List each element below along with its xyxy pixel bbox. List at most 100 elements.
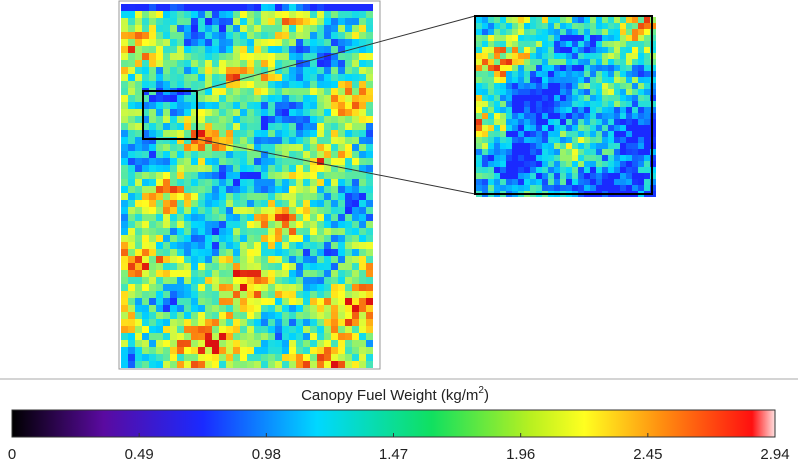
pixel bbox=[359, 207, 366, 214]
pixel bbox=[644, 83, 650, 89]
pixel bbox=[331, 235, 338, 242]
pixel bbox=[268, 305, 275, 312]
pixel bbox=[590, 77, 596, 83]
pixel bbox=[191, 284, 198, 291]
pixel bbox=[198, 270, 205, 277]
pixel bbox=[345, 193, 352, 200]
pixel bbox=[331, 4, 338, 11]
pixel bbox=[275, 88, 282, 95]
pixel bbox=[614, 47, 620, 53]
pixel bbox=[566, 155, 572, 161]
pixel bbox=[128, 46, 135, 53]
pixel bbox=[303, 116, 310, 123]
pixel bbox=[584, 29, 590, 35]
pixel bbox=[310, 179, 317, 186]
pixel bbox=[303, 319, 310, 326]
pixel bbox=[191, 130, 198, 137]
pixel bbox=[156, 109, 163, 116]
pixel bbox=[626, 125, 632, 131]
pixel bbox=[135, 116, 142, 123]
pixel bbox=[170, 81, 177, 88]
pixel bbox=[226, 25, 233, 32]
pixel bbox=[359, 18, 366, 25]
pixel bbox=[268, 158, 275, 165]
pixel bbox=[620, 71, 626, 77]
pixel bbox=[626, 35, 632, 41]
pixel bbox=[247, 81, 254, 88]
pixel bbox=[620, 35, 626, 41]
pixel bbox=[366, 361, 373, 368]
pixel bbox=[317, 347, 324, 354]
pixel bbox=[205, 102, 212, 109]
pixel bbox=[488, 107, 494, 113]
pixel bbox=[560, 107, 566, 113]
pixel bbox=[608, 173, 614, 179]
pixel bbox=[170, 298, 177, 305]
pixel bbox=[156, 116, 163, 123]
pixel bbox=[128, 319, 135, 326]
pixel bbox=[345, 291, 352, 298]
pixel bbox=[247, 144, 254, 151]
pixel bbox=[275, 200, 282, 207]
pixel bbox=[488, 35, 494, 41]
pixel bbox=[494, 179, 500, 185]
pixel bbox=[476, 119, 482, 125]
pixel bbox=[324, 88, 331, 95]
colorbar-title: Canopy Fuel Weight (kg/m2) bbox=[301, 385, 489, 404]
pixel bbox=[233, 291, 240, 298]
pixel bbox=[626, 167, 632, 173]
pixel bbox=[198, 137, 205, 144]
pixel bbox=[310, 249, 317, 256]
pixel bbox=[198, 200, 205, 207]
pixel bbox=[482, 155, 488, 161]
pixel bbox=[548, 41, 554, 47]
pixel bbox=[310, 312, 317, 319]
pixel bbox=[149, 193, 156, 200]
pixel bbox=[366, 144, 373, 151]
pixel bbox=[566, 65, 572, 71]
pixel bbox=[135, 207, 142, 214]
pixel bbox=[488, 161, 494, 167]
pixel bbox=[289, 137, 296, 144]
pixel bbox=[233, 228, 240, 235]
pixel bbox=[121, 284, 128, 291]
pixel bbox=[506, 149, 512, 155]
pixel bbox=[163, 235, 170, 242]
pixel bbox=[205, 200, 212, 207]
pixel bbox=[177, 39, 184, 46]
pixel bbox=[644, 149, 650, 155]
pixel bbox=[482, 173, 488, 179]
pixel bbox=[275, 4, 282, 11]
pixel bbox=[518, 35, 524, 41]
pixel bbox=[289, 88, 296, 95]
pixel bbox=[366, 221, 373, 228]
pixel bbox=[212, 333, 219, 340]
pixel bbox=[536, 185, 542, 191]
pixel bbox=[638, 65, 644, 71]
pixel bbox=[282, 39, 289, 46]
pixel bbox=[608, 179, 614, 185]
pixel bbox=[366, 18, 373, 25]
pixel bbox=[233, 137, 240, 144]
pixel bbox=[128, 298, 135, 305]
pixel bbox=[142, 361, 149, 368]
pixel bbox=[554, 29, 560, 35]
pixel bbox=[331, 319, 338, 326]
pixel bbox=[345, 214, 352, 221]
pixel bbox=[331, 123, 338, 130]
pixel bbox=[620, 53, 626, 59]
pixel bbox=[560, 161, 566, 167]
pixel bbox=[149, 263, 156, 270]
pixel bbox=[524, 185, 530, 191]
pixel bbox=[282, 46, 289, 53]
pixel bbox=[268, 88, 275, 95]
pixel bbox=[205, 263, 212, 270]
pixel bbox=[317, 74, 324, 81]
pixel bbox=[488, 71, 494, 77]
pixel bbox=[578, 77, 584, 83]
pixel bbox=[303, 88, 310, 95]
pixel bbox=[345, 137, 352, 144]
pixel bbox=[317, 130, 324, 137]
pixel bbox=[359, 11, 366, 18]
pixel bbox=[142, 53, 149, 60]
